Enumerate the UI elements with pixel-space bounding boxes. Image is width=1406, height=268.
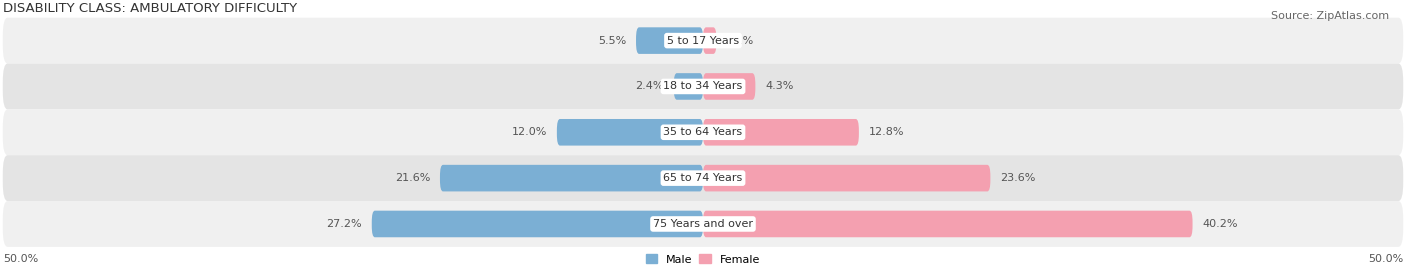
Text: 23.6%: 23.6% [1000, 173, 1035, 183]
Text: 4.3%: 4.3% [765, 81, 793, 91]
FancyBboxPatch shape [673, 73, 703, 100]
Text: 1.1%: 1.1% [725, 36, 755, 46]
FancyBboxPatch shape [703, 119, 859, 146]
Text: 35 to 64 Years: 35 to 64 Years [664, 127, 742, 137]
Text: Source: ZipAtlas.com: Source: ZipAtlas.com [1271, 11, 1389, 21]
Text: 75 Years and over: 75 Years and over [652, 219, 754, 229]
Text: 12.8%: 12.8% [869, 127, 904, 137]
FancyBboxPatch shape [371, 211, 703, 237]
FancyBboxPatch shape [703, 73, 755, 100]
Text: 5 to 17 Years: 5 to 17 Years [666, 36, 740, 46]
Text: 65 to 74 Years: 65 to 74 Years [664, 173, 742, 183]
FancyBboxPatch shape [703, 211, 1192, 237]
FancyBboxPatch shape [636, 27, 703, 54]
FancyBboxPatch shape [3, 109, 1403, 155]
Legend: Male, Female: Male, Female [647, 254, 759, 265]
Text: 2.4%: 2.4% [636, 81, 664, 91]
FancyBboxPatch shape [440, 165, 703, 191]
FancyBboxPatch shape [3, 201, 1403, 247]
FancyBboxPatch shape [557, 119, 703, 146]
FancyBboxPatch shape [3, 64, 1403, 109]
Text: 18 to 34 Years: 18 to 34 Years [664, 81, 742, 91]
Text: 5.5%: 5.5% [598, 36, 626, 46]
Text: 50.0%: 50.0% [3, 254, 38, 264]
FancyBboxPatch shape [703, 27, 717, 54]
Text: 21.6%: 21.6% [395, 173, 430, 183]
Text: 27.2%: 27.2% [326, 219, 361, 229]
Text: 12.0%: 12.0% [512, 127, 547, 137]
FancyBboxPatch shape [3, 155, 1403, 201]
Text: DISABILITY CLASS: AMBULATORY DIFFICULTY: DISABILITY CLASS: AMBULATORY DIFFICULTY [3, 2, 297, 15]
FancyBboxPatch shape [3, 18, 1403, 64]
FancyBboxPatch shape [703, 165, 990, 191]
Text: 40.2%: 40.2% [1202, 219, 1237, 229]
Text: 50.0%: 50.0% [1368, 254, 1403, 264]
